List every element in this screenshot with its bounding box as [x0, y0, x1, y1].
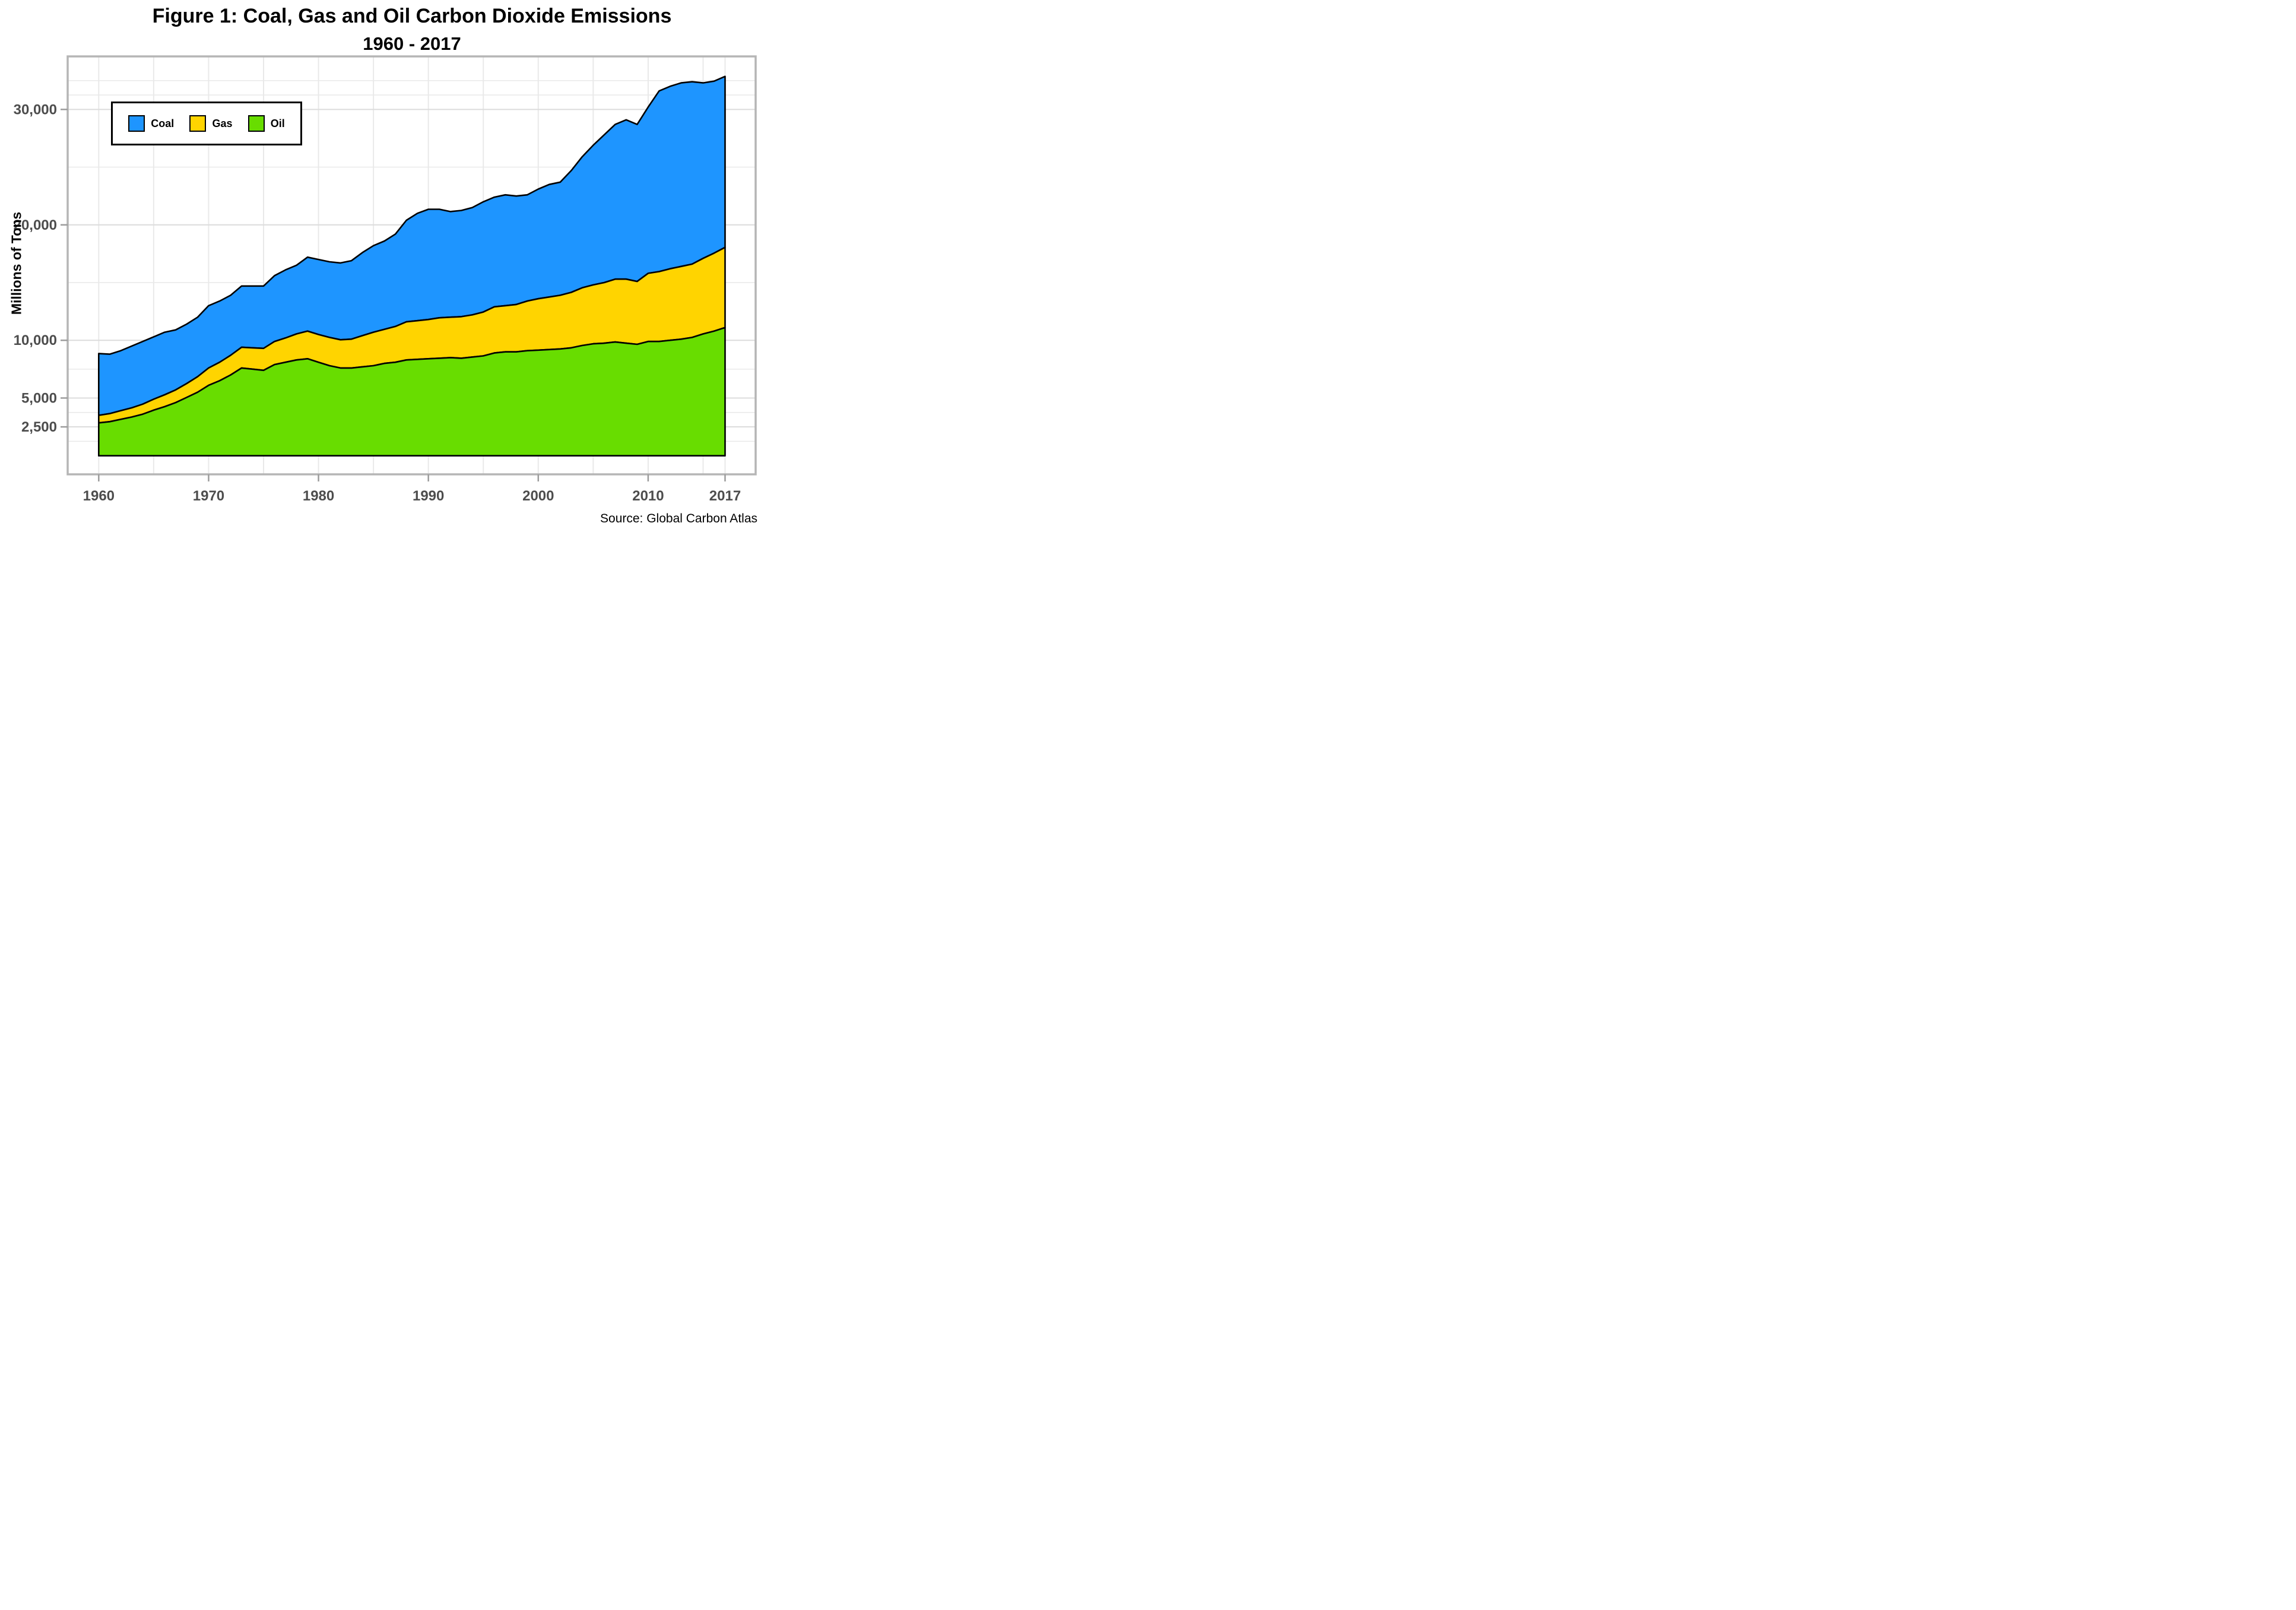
- y-tick-label: 10,000: [14, 332, 57, 348]
- y-tick-label: 2,500: [21, 419, 57, 435]
- legend-label-oil: Oil: [270, 117, 285, 129]
- x-tick-label: 2010: [632, 488, 664, 504]
- y-tick-label: 20,000: [14, 217, 57, 233]
- panel-border: [66, 55, 757, 476]
- legend-item-oil: Oil: [248, 115, 285, 132]
- oil-area: [98, 327, 726, 457]
- legend-label-coal: Coal: [151, 117, 175, 129]
- y-tick-label: 5,000: [21, 390, 57, 406]
- x-tick-label: 1970: [193, 488, 224, 504]
- y-axis-title: Millions of Tons: [8, 211, 24, 315]
- x-tick-label: 1980: [303, 488, 334, 504]
- figure: 2,500 5,000 10,000 20,000 30,000 1960 1970 1980…: [0, 0, 766, 537]
- x-tick-label: 2017: [709, 488, 741, 504]
- y-tick-label: 30,000: [14, 102, 57, 118]
- oil-swatch-icon: [248, 115, 265, 132]
- source-note: Source: Global Carbon Atlas: [600, 512, 757, 525]
- stacked-area-chart: 2,500 5,000 10,000 20,000 30,000 1960 1970 1980…: [14, 55, 757, 504]
- coal-swatch-icon: [128, 115, 145, 132]
- x-tick-label: 2000: [522, 488, 554, 504]
- x-tick-label: 1990: [413, 488, 444, 504]
- legend-item-coal: Coal: [128, 115, 174, 132]
- legend: Coal Gas Oil: [111, 102, 302, 145]
- chart-title-line-1: Figure 1: Coal, Gas and Oil Carbon Dioxi…: [152, 5, 672, 27]
- chart-title-line-2: 1960 - 2017: [363, 33, 461, 54]
- x-tick-label: 1960: [83, 488, 115, 504]
- gas-swatch-icon: [189, 115, 207, 132]
- legend-label-gas: Gas: [212, 117, 233, 129]
- legend-item-gas: Gas: [189, 115, 233, 132]
